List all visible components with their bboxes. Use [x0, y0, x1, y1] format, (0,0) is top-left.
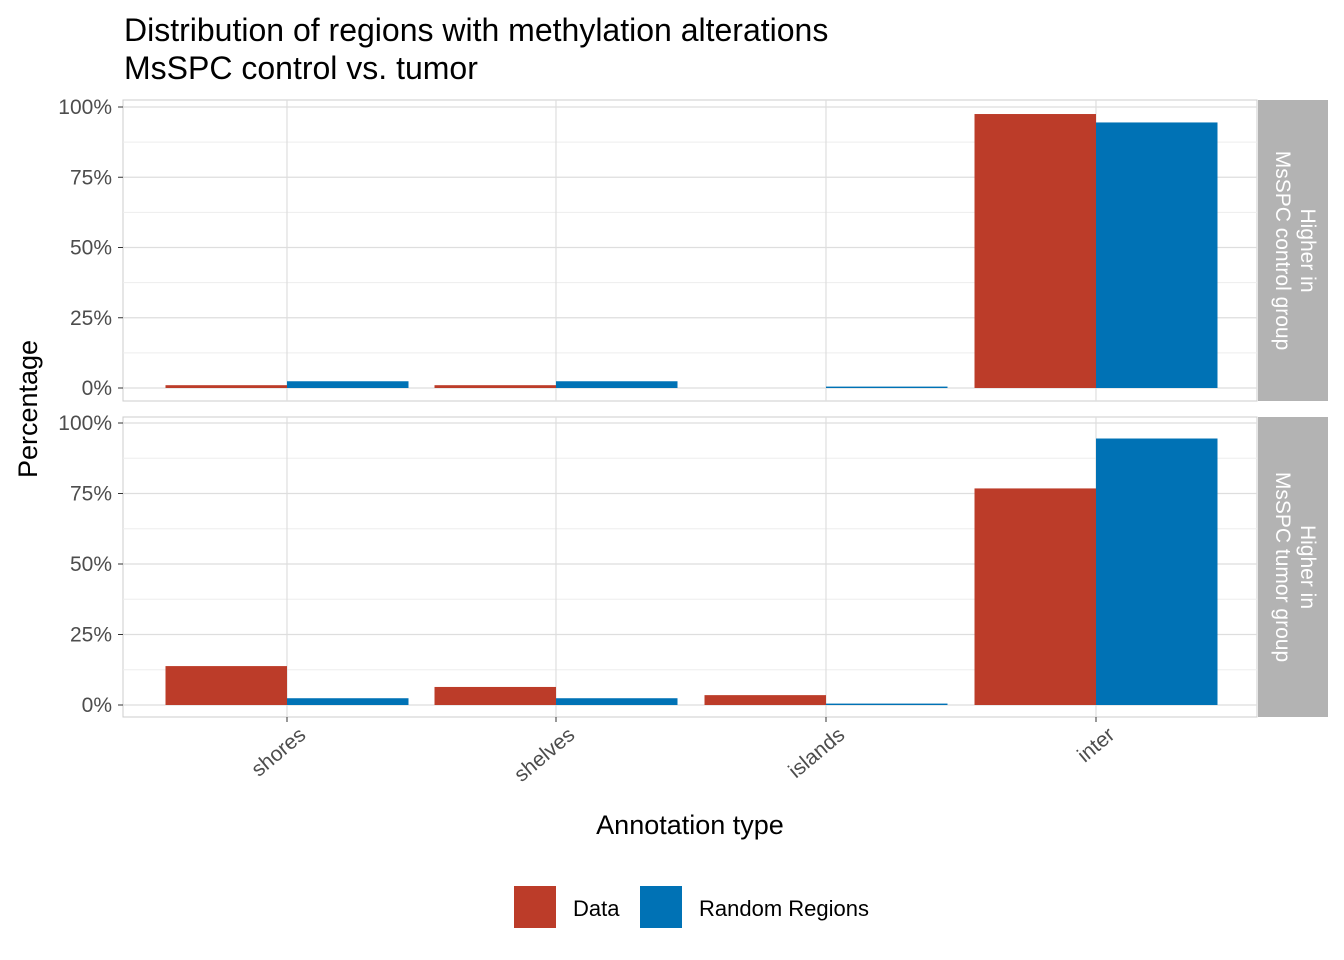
x-tick-label: islands: [784, 723, 849, 783]
y-axis-title: Percentage: [13, 340, 43, 478]
y-tick-label: 100%: [58, 96, 112, 119]
bar: [826, 386, 948, 388]
x-tick-label: inter: [1073, 723, 1119, 767]
legend-swatch: [640, 886, 682, 928]
chart-subtitle: MsSPC control vs. tumor: [124, 50, 478, 86]
bar: [556, 698, 678, 705]
bar: [434, 686, 556, 705]
bar: [1096, 438, 1218, 705]
facet-strip: [1258, 100, 1328, 401]
y-tick-label: 75%: [70, 483, 112, 506]
bar: [287, 698, 409, 705]
bar: [434, 385, 556, 388]
legend-item: Data: [514, 886, 620, 928]
bar: [704, 695, 826, 705]
x-axis-title: Annotation type: [596, 810, 784, 840]
y-tick-label: 25%: [70, 307, 112, 330]
bar: [974, 488, 1096, 705]
x-tick-label: shelves: [510, 723, 579, 786]
bar: [287, 381, 409, 388]
bar: [556, 381, 678, 388]
legend-label: Random Regions: [699, 896, 869, 921]
y-tick-label: 75%: [70, 166, 112, 189]
y-tick-label: 0%: [82, 694, 112, 717]
bar: [165, 385, 287, 388]
bar: [1096, 122, 1218, 388]
y-tick-label: 100%: [58, 412, 112, 435]
facet-strip-line: Higher in: [1296, 525, 1319, 609]
x-tick-label: shores: [247, 723, 310, 781]
y-tick-label: 50%: [70, 237, 112, 260]
bar: [826, 703, 948, 705]
legend: Data Random Regions: [514, 886, 869, 928]
facet-strip-line: MsSPC control group: [1271, 151, 1294, 351]
y-tick-label: 50%: [70, 553, 112, 576]
facet-strip-line: Higher in: [1296, 208, 1319, 292]
legend-item: Random Regions: [640, 886, 869, 928]
x-axis: shores shelves islands inter: [247, 717, 1119, 787]
y-tick-label: 25%: [70, 624, 112, 647]
bar: [165, 666, 287, 705]
bar: [974, 114, 1096, 389]
facet-strip: [1258, 417, 1328, 717]
y-tick-label: 0%: [82, 377, 112, 400]
facet-strip-line: MsSPC tumor group: [1271, 472, 1294, 662]
legend-label: Data: [573, 896, 620, 921]
legend-swatch: [514, 886, 556, 928]
chart-title: Distribution of regions with methylation…: [124, 12, 828, 48]
